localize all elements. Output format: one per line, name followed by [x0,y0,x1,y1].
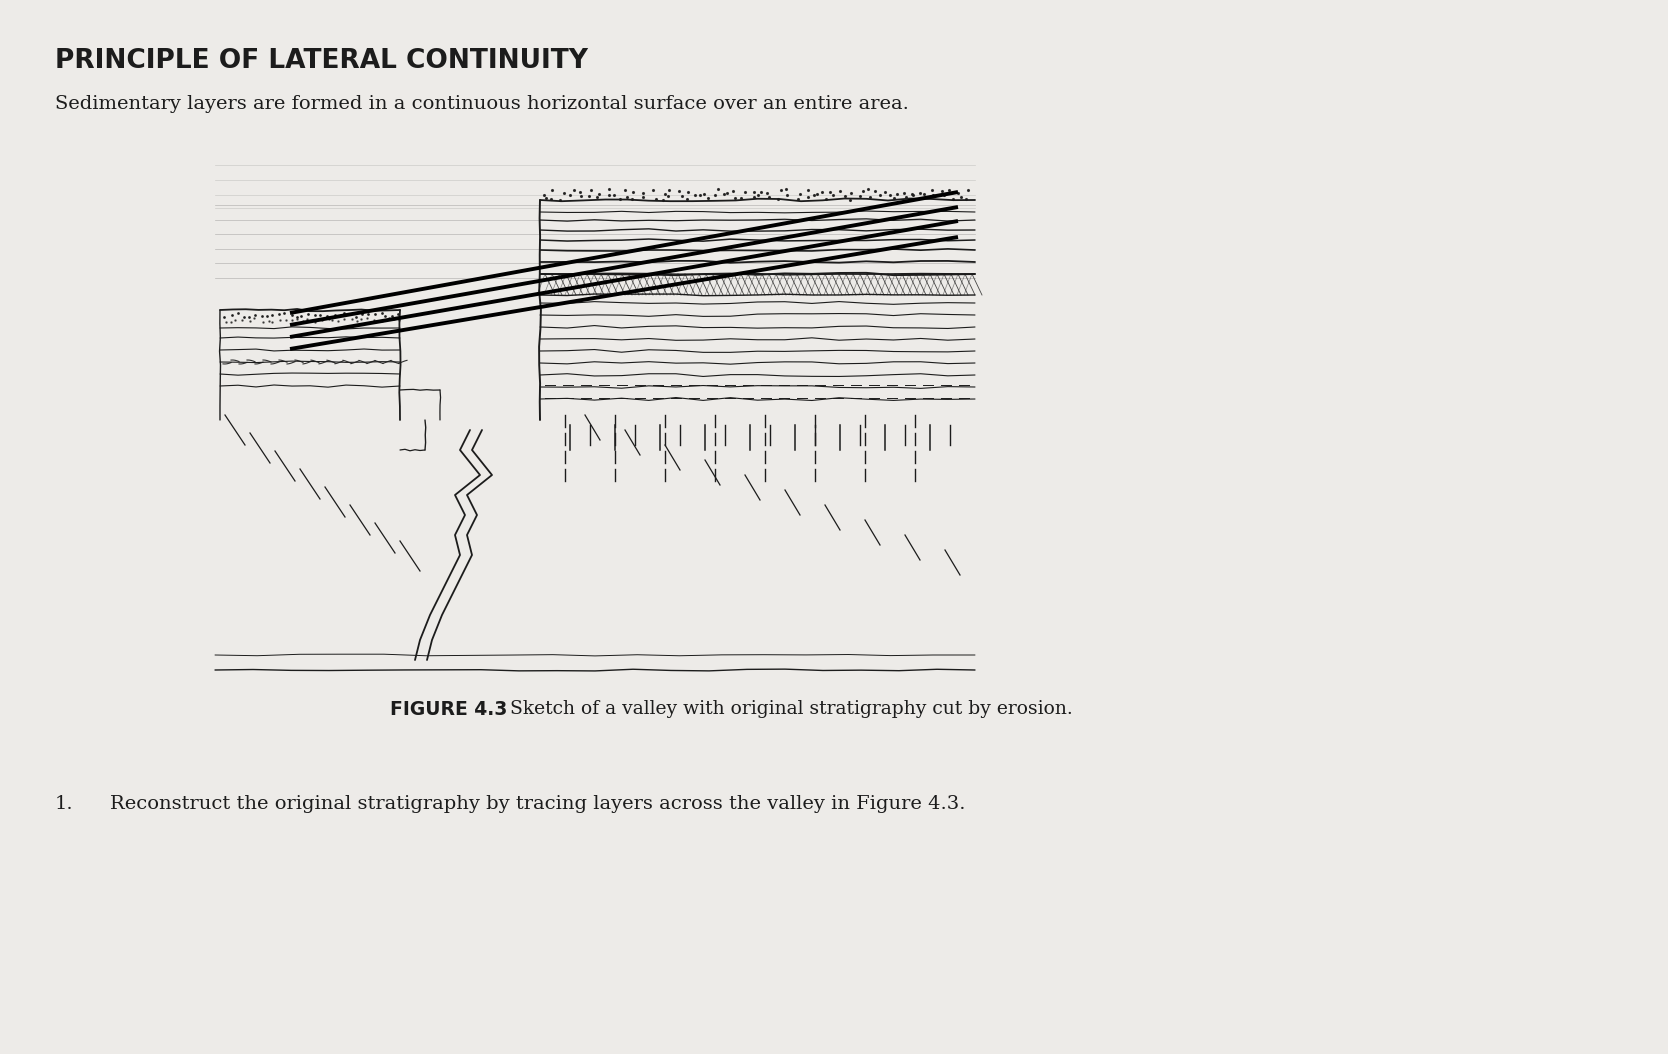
Text: FIGURE 4.3: FIGURE 4.3 [390,700,507,719]
Text: Reconstruct the original stratigraphy by tracing layers across the valley in Fig: Reconstruct the original stratigraphy by… [110,795,966,813]
Text: Sketch of a valley with original stratigraphy cut by erosion.: Sketch of a valley with original stratig… [510,700,1073,718]
Text: Sedimentary layers are formed in a continuous horizontal surface over an entire : Sedimentary layers are formed in a conti… [55,95,909,113]
Text: PRINCIPLE OF LATERAL CONTINUITY: PRINCIPLE OF LATERAL CONTINUITY [55,48,589,74]
Text: 1.: 1. [55,795,73,813]
